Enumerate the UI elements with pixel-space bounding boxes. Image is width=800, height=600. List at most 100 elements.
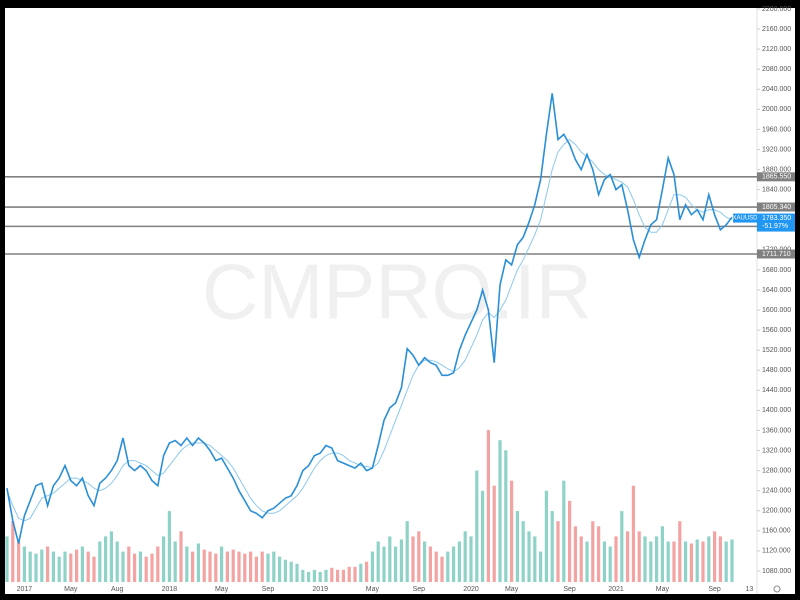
volume-bar (318, 571, 322, 582)
volume-bar (330, 567, 334, 582)
settings-icon[interactable] (773, 585, 781, 593)
y-tick-label: 1960.000 (762, 126, 791, 133)
y-tick-label: 1360.000 (762, 427, 791, 434)
watermark: CMPRO.IR (202, 248, 592, 336)
volume-bar (707, 536, 711, 582)
volume-bar (353, 566, 357, 582)
x-tick-label: May (366, 586, 380, 593)
symbol-label: XAUUSD (732, 216, 758, 222)
volume-bar (260, 551, 264, 582)
symbol-tag (733, 213, 757, 223)
volume-bar (660, 526, 664, 582)
volume-bar (144, 556, 148, 582)
x-tick-label: Sep (413, 586, 426, 593)
volume-bar (150, 553, 154, 582)
volume-bar (457, 541, 461, 582)
x-tick-label: May (505, 586, 519, 593)
volume-bar (382, 546, 386, 582)
volume-bar (341, 569, 345, 582)
volume-bar (243, 553, 247, 582)
volume-bar (614, 536, 618, 582)
volume-bar (684, 541, 688, 582)
level-label: 1805.340 (762, 204, 791, 211)
volume-bar (631, 485, 635, 582)
volume-bar (568, 500, 572, 582)
volume-bar (17, 541, 21, 582)
volume-bar (179, 531, 183, 582)
y-tick-label: 2120.000 (762, 46, 791, 53)
volume-bar (272, 551, 276, 582)
volume-bar (98, 541, 102, 582)
volume-bar (649, 541, 653, 582)
volume-bar (515, 511, 519, 582)
volume-bar (672, 541, 676, 582)
volume-bar (527, 531, 531, 582)
volume-bar (359, 563, 363, 582)
volume-bar (138, 551, 142, 582)
last-price-tag (757, 213, 795, 232)
volume-bar (11, 521, 15, 582)
volume-bar (312, 569, 316, 582)
volume-bar (109, 531, 113, 582)
x-tick-label: 2019 (312, 586, 328, 593)
y-tick-label: 1840.000 (762, 186, 791, 193)
volume-bar (295, 563, 299, 582)
level-label: 1711.710 (762, 251, 791, 258)
y-tick-label: 1600.000 (762, 307, 791, 314)
last-change-label: -51.97% (762, 223, 788, 230)
volume-bar (5, 536, 9, 582)
volume-bar (579, 536, 583, 582)
volume-bar (40, 549, 44, 582)
volume-bar (730, 539, 734, 582)
volume-bar (104, 536, 108, 582)
x-tick-label: May (215, 586, 229, 593)
volume-bar (57, 556, 61, 582)
volume-bar (428, 546, 432, 582)
volume-bar (370, 551, 374, 582)
y-tick-label: 2200.000 (762, 6, 791, 13)
level-label: 1865.550 (762, 174, 791, 181)
volume-bar (365, 561, 369, 582)
volume-bar (237, 551, 241, 582)
volume-bar (196, 543, 200, 582)
level-tag (757, 172, 795, 182)
volume-bar (423, 541, 427, 582)
volume-bar (695, 539, 699, 582)
volume-bar (533, 536, 537, 582)
volume-bar (655, 536, 659, 582)
volume-bar (214, 553, 218, 582)
volume-bar (492, 485, 496, 582)
volume-bar (173, 541, 177, 582)
volume-bar (92, 556, 96, 582)
y-tick-label: 1880.000 (762, 166, 791, 173)
y-tick-label: 1240.000 (762, 488, 791, 495)
y-tick-label: 2160.000 (762, 26, 791, 33)
volume-bar (463, 531, 467, 582)
volume-bar (336, 569, 340, 582)
y-tick-label: 1920.000 (762, 146, 791, 153)
x-tick-label: May (656, 586, 670, 593)
volume-bar (718, 536, 722, 582)
volume-bar (51, 551, 55, 582)
volume-bar (399, 539, 403, 582)
volume-bar (626, 531, 630, 582)
volume-bar (486, 430, 490, 582)
volume-bar (620, 511, 624, 582)
x-tick-label: 2018 (162, 586, 178, 593)
volume-bar (446, 551, 450, 582)
volume-bar (388, 536, 392, 582)
y-tick-label: 1640.000 (762, 287, 791, 294)
volume-bar (191, 551, 195, 582)
x-tick-label: Sep (563, 586, 576, 593)
volume-bar (689, 543, 693, 582)
x-tick-label: 2020 (463, 586, 479, 593)
volume-bar (127, 546, 131, 582)
volume-bar (562, 480, 566, 582)
y-tick-label: 1560.000 (762, 327, 791, 334)
volume-bar (133, 553, 137, 582)
x-tick-label: Sep (262, 586, 275, 593)
volume-bar (637, 531, 641, 582)
volume-bar (115, 541, 119, 582)
volume-bar (220, 546, 224, 582)
